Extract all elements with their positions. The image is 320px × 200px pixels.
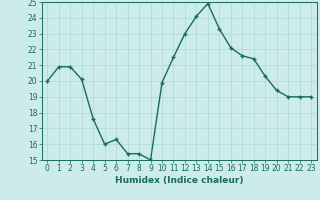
X-axis label: Humidex (Indice chaleur): Humidex (Indice chaleur) xyxy=(115,176,244,185)
